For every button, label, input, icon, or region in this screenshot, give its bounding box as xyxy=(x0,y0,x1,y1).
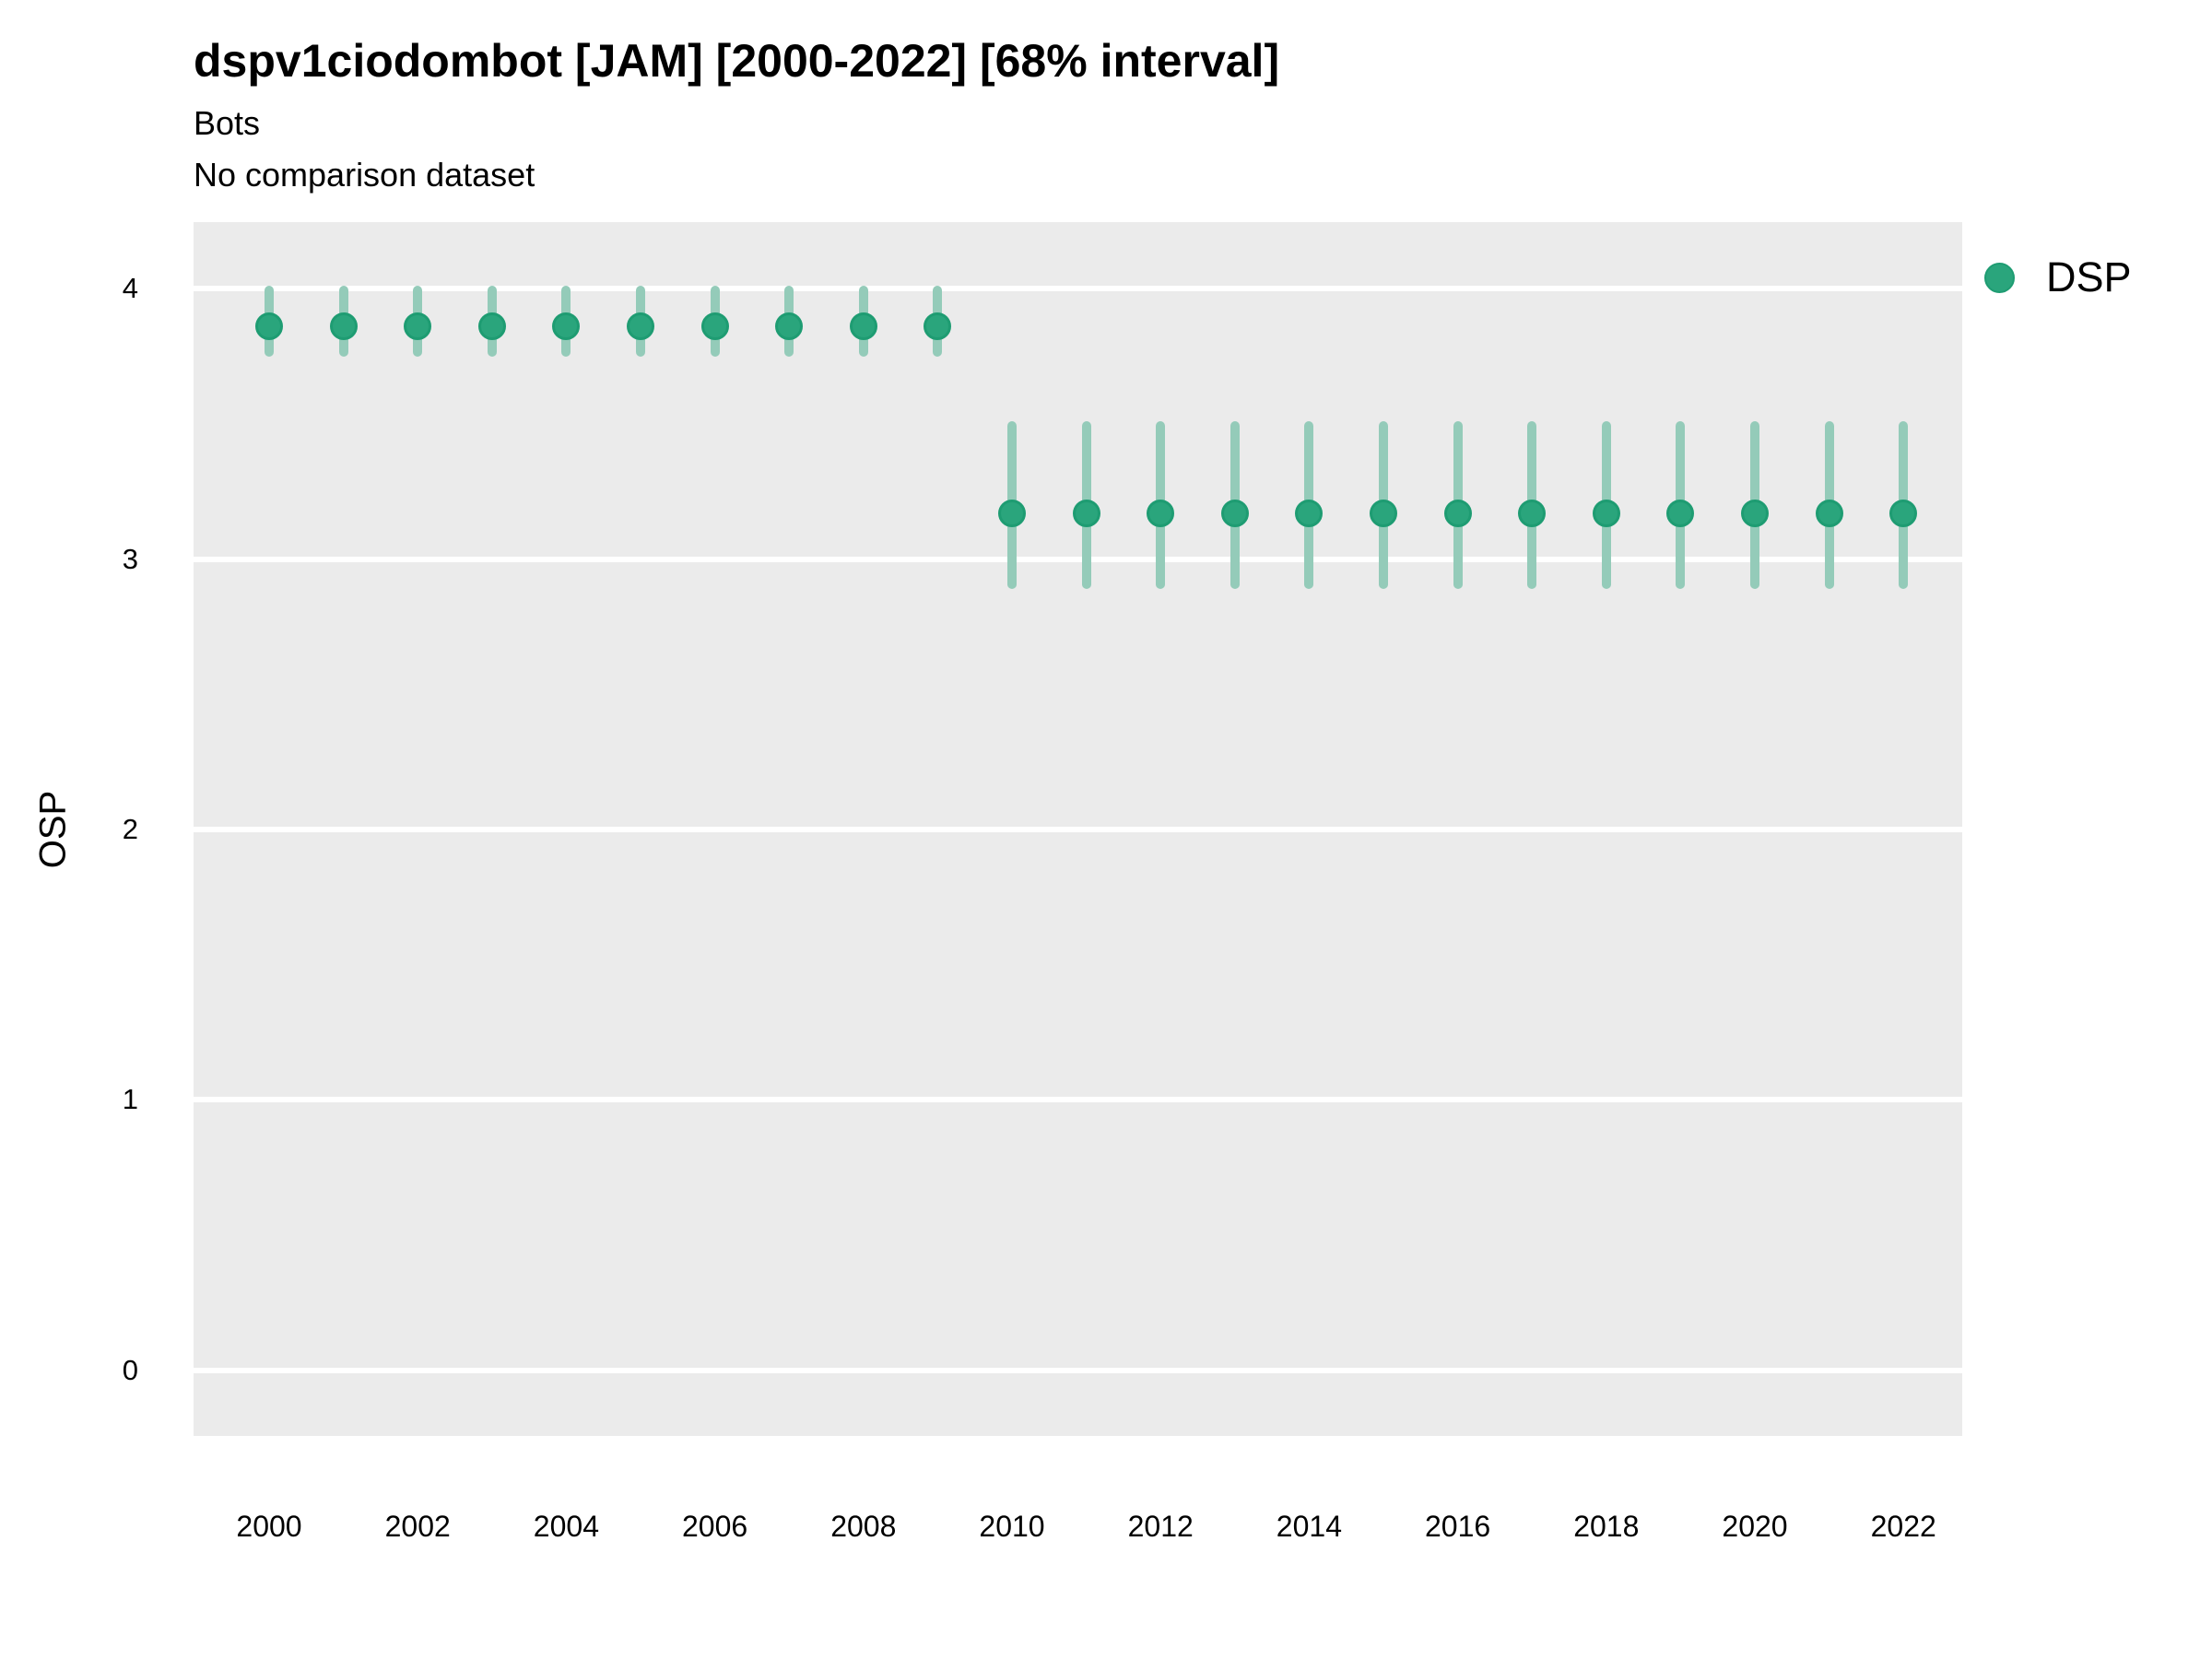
y-tick-label-0: 0 xyxy=(122,1353,138,1386)
data-point-2016 xyxy=(1443,499,1472,527)
legend-label: DSP xyxy=(2046,253,2132,300)
x-tick-label-2018: 2018 xyxy=(1573,1510,1640,1543)
gridline-y-2 xyxy=(194,827,1962,832)
data-point-2000 xyxy=(255,312,283,341)
y-tick-label-4: 4 xyxy=(122,272,138,305)
data-point-2012 xyxy=(1147,499,1175,527)
x-tick-label-2014: 2014 xyxy=(1276,1510,1342,1543)
gridline-y-1 xyxy=(194,1097,1962,1103)
x-tick-label-2002: 2002 xyxy=(384,1510,451,1543)
data-point-2009 xyxy=(924,312,952,341)
data-point-2010 xyxy=(998,499,1026,527)
data-point-2002 xyxy=(404,312,432,341)
data-point-2003 xyxy=(477,312,506,341)
x-tick-label-2006: 2006 xyxy=(682,1510,748,1543)
x-tick-label-2000: 2000 xyxy=(236,1510,302,1543)
data-point-2008 xyxy=(849,312,877,341)
data-point-2021 xyxy=(1815,499,1843,527)
x-tick-label-2010: 2010 xyxy=(979,1510,1045,1543)
x-tick-label-2020: 2020 xyxy=(1722,1510,1788,1543)
x-tick-label-2016: 2016 xyxy=(1425,1510,1491,1543)
comparison-note: No comparison dataset xyxy=(194,156,535,194)
data-point-2014 xyxy=(1295,499,1324,527)
data-point-2013 xyxy=(1220,499,1249,527)
chart-subtitle: Bots xyxy=(194,104,261,142)
data-point-2006 xyxy=(700,312,729,341)
x-tick-label-2008: 2008 xyxy=(830,1510,897,1543)
data-point-2005 xyxy=(627,312,654,341)
legend: DSP xyxy=(1984,248,2132,307)
gridline-y-0 xyxy=(194,1367,1962,1373)
data-point-2017 xyxy=(1518,499,1547,527)
data-point-2018 xyxy=(1592,499,1620,527)
x-tick-label-2004: 2004 xyxy=(533,1510,599,1543)
data-point-2001 xyxy=(329,312,358,341)
gridline-y-4 xyxy=(194,286,1962,292)
chart-title: dspv1ciodombot [JAM] [2000-2022] [68% in… xyxy=(194,35,1280,87)
y-tick-label-2: 2 xyxy=(122,813,138,845)
data-point-2020 xyxy=(1741,499,1769,527)
y-tick-label-1: 1 xyxy=(122,1083,138,1116)
legend-point-marker xyxy=(1984,262,2015,293)
data-point-2022 xyxy=(1889,499,1918,527)
data-point-2019 xyxy=(1666,499,1695,527)
data-point-2004 xyxy=(552,312,581,341)
gridline-y-3 xyxy=(194,556,1962,562)
x-tick-label-2022: 2022 xyxy=(1870,1510,1936,1543)
y-tick-label-3: 3 xyxy=(122,542,138,575)
data-point-2007 xyxy=(775,312,804,341)
plot-panel xyxy=(194,222,1962,1436)
data-point-2015 xyxy=(1370,499,1397,527)
data-point-2011 xyxy=(1072,499,1100,527)
x-tick-label-2012: 2012 xyxy=(1127,1510,1194,1543)
